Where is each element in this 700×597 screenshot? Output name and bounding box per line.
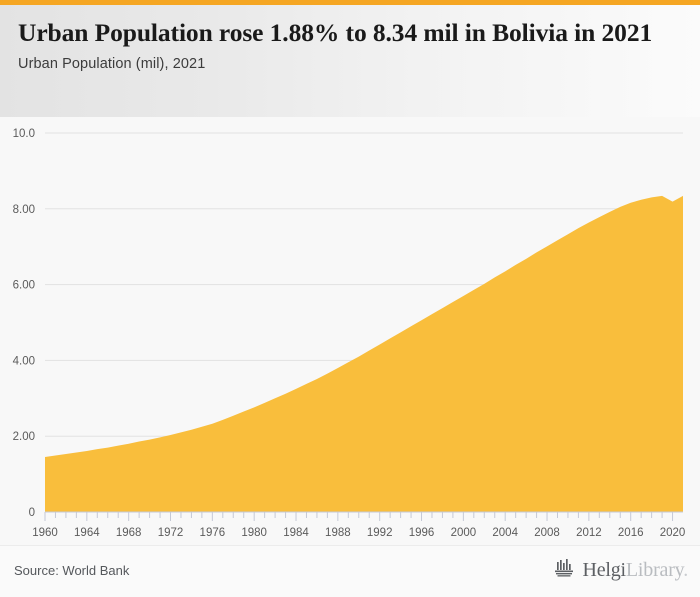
x-axis-tick-label: 2008	[534, 527, 560, 539]
y-axis-tick-label: 4.00	[13, 355, 35, 367]
x-axis-tick-label: 1988	[325, 527, 351, 539]
chart-header: Urban Population rose 1.88% to 8.34 mil …	[0, 5, 700, 117]
x-axis-tick-label: 2016	[618, 527, 644, 539]
x-axis-tick-label: 1980	[241, 527, 267, 539]
brand-name-secondary: Library	[625, 559, 684, 581]
y-axis-tick-labels: 0 2.00 4.00 6.00 8.00 10.0	[13, 128, 35, 519]
x-axis-tick-label: 1960	[32, 527, 58, 539]
area-series-path	[45, 195, 683, 512]
brand-name-primary: Helgi	[582, 559, 626, 581]
x-axis-tick-label: 1984	[283, 527, 309, 539]
x-axis-tick-label: 2020	[660, 527, 686, 539]
top-accent-bar	[0, 0, 700, 5]
x-axis-tick-label: 1972	[158, 527, 184, 539]
x-axis-tick-label: 1964	[74, 527, 100, 539]
x-axis-tick-label: 1996	[409, 527, 435, 539]
brand-logo[interactable]: HelgiLibrary.	[554, 558, 688, 583]
y-axis-tick-label: 8.00	[13, 204, 35, 216]
y-axis-tick-label: 2.00	[13, 431, 35, 443]
page-title: Urban Population rose 1.88% to 8.34 mil …	[18, 18, 653, 47]
x-axis-tick-label: 1992	[367, 527, 393, 539]
chart-subtitle: Urban Population (mil), 2021	[18, 56, 206, 72]
x-axis-tick-label: 2012	[576, 527, 602, 539]
x-axis-group	[44, 511, 683, 521]
x-axis-tick-label: 1968	[116, 527, 142, 539]
x-axis-tick-label: 2004	[492, 527, 518, 539]
y-axis-tick-label: 10.0	[13, 128, 35, 140]
brand-name-dot: .	[683, 559, 688, 581]
y-axis-tick-label: 0	[29, 507, 35, 519]
chart-footer: Source: World Bank HelgiLibrary.	[0, 545, 700, 597]
x-axis-tick-label: 2000	[451, 527, 477, 539]
brand-name: HelgiLibrary.	[582, 559, 688, 582]
x-axis-tick-labels: 1960 1964 1968 1972 1976 1980 1984 1988 1992 1996…	[32, 527, 685, 539]
y-axis-tick-label: 6.00	[13, 280, 35, 292]
source-label: Source: World Bank	[14, 563, 130, 578]
helgi-building-icon	[554, 558, 576, 583]
x-axis-tick-label: 1976	[200, 527, 226, 539]
chart-plot-area: 0 2.00 4.00 6.00 8.00 10.0 1960 1964 1968 1972 19…	[0, 117, 700, 545]
